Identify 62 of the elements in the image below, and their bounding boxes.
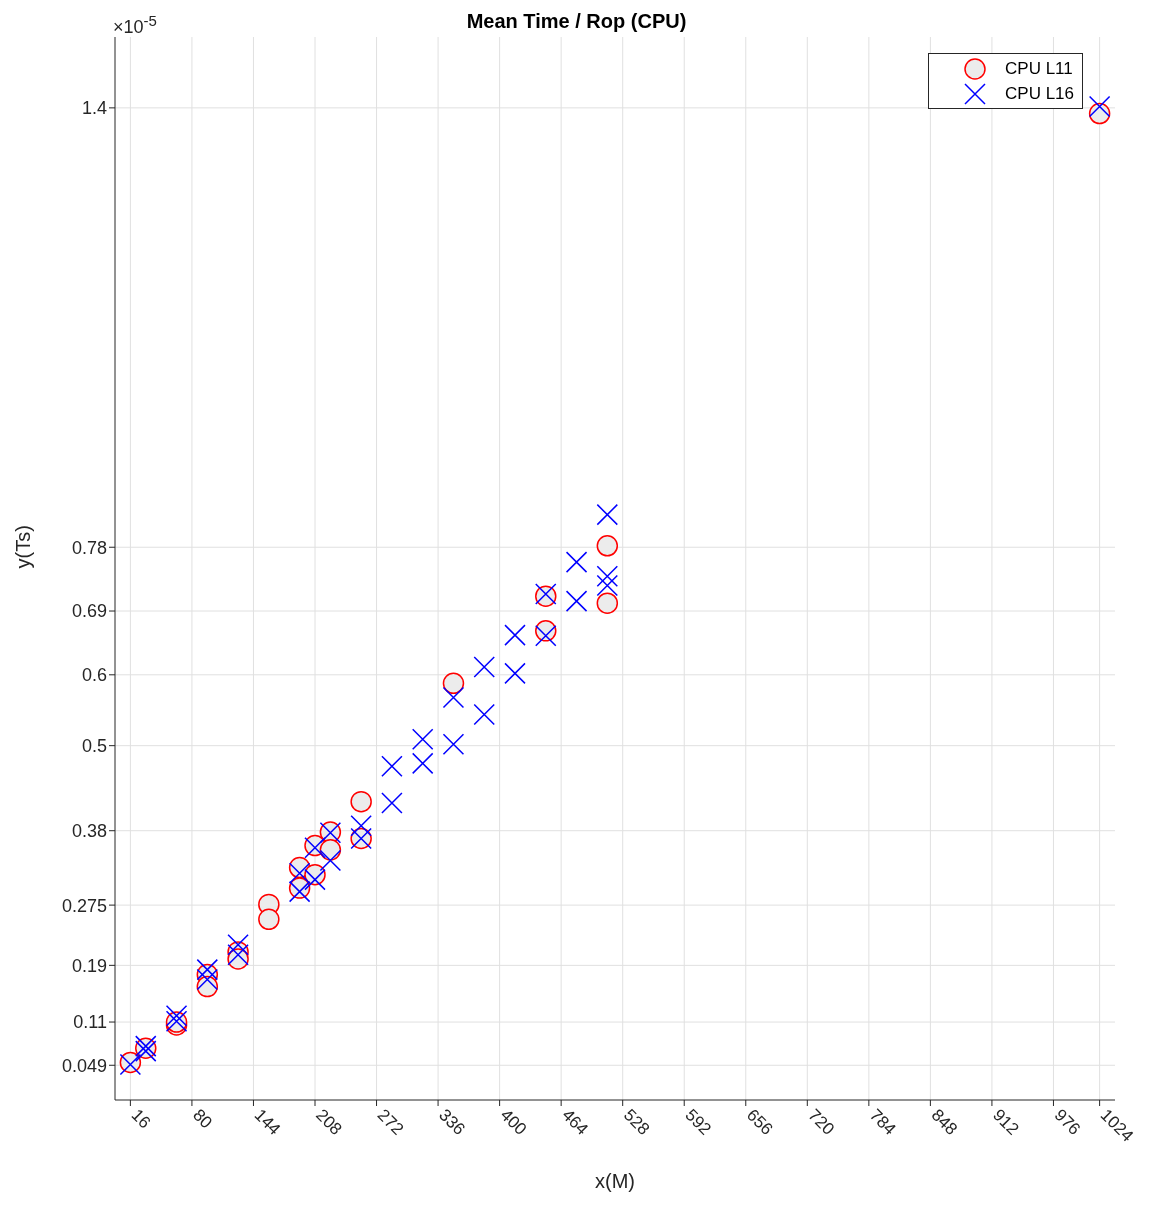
- x-tick-label: 208: [312, 1105, 346, 1139]
- x-tick-label: 16: [127, 1105, 155, 1133]
- point: [196, 958, 219, 981]
- y-tick-label: 0.275: [61, 895, 107, 916]
- x-tick-label: 528: [619, 1105, 654, 1139]
- point: [504, 662, 526, 685]
- point: [565, 551, 588, 573]
- x-tick-label: 464: [558, 1105, 592, 1139]
- x-tick-label: 912: [989, 1105, 1023, 1139]
- point: [596, 503, 619, 526]
- point: [350, 815, 372, 837]
- point: [165, 1004, 188, 1027]
- point: [596, 574, 619, 597]
- text: ×10$^{-5}$: [113, 12, 157, 38]
- point: [535, 625, 557, 647]
- chart-title: Mean Time / Rop (CPU): [466, 10, 687, 32]
- y-tick-label: 0.69: [71, 601, 107, 622]
- x-tick-label: 400: [496, 1105, 531, 1139]
- y-tick-label: 0.049: [61, 1055, 107, 1076]
- point: [304, 868, 326, 891]
- y-tick-label: 1.4: [81, 98, 107, 119]
- y-tick-label: 0.19: [71, 955, 107, 976]
- legend-label: CPU L16: [1005, 83, 1074, 104]
- x-tick-label: 144: [250, 1105, 285, 1139]
- x-axis-title: x(M): [595, 1170, 635, 1192]
- point: [196, 968, 219, 991]
- point: [442, 733, 465, 755]
- point: [411, 752, 434, 775]
- x-tick-label: 976: [1050, 1105, 1085, 1139]
- point: [288, 862, 311, 884]
- x-tick-label: 80: [189, 1105, 216, 1133]
- point: [319, 849, 342, 872]
- y-axis-title: y(Ts): [12, 525, 35, 569]
- x-tick-label: 720: [804, 1105, 838, 1139]
- point: [381, 755, 403, 777]
- point: [411, 728, 434, 751]
- x-tick-label: 272: [373, 1105, 408, 1139]
- x-tick-label: 784: [866, 1105, 900, 1139]
- point: [442, 686, 465, 709]
- point: [473, 656, 495, 678]
- y-tick-label: 0.6: [81, 665, 107, 686]
- point: [504, 624, 526, 646]
- x-tick-label: 656: [742, 1105, 777, 1139]
- point: [227, 934, 249, 956]
- y-tick-label: 0.5: [81, 736, 107, 757]
- point: [258, 908, 280, 931]
- y-tick-label: 0.78: [71, 537, 107, 558]
- point: [1088, 95, 1111, 118]
- point: [350, 790, 372, 813]
- point: [596, 592, 619, 614]
- y-tick-label: 0.38: [71, 821, 107, 842]
- point: [442, 672, 465, 695]
- point: [473, 703, 495, 726]
- x-tick-label: 848: [927, 1105, 962, 1139]
- legend-label: CPU L11: [1005, 58, 1073, 79]
- x-tick-label: 336: [435, 1105, 469, 1139]
- x-tick-label: 592: [681, 1105, 715, 1139]
- y-tick-label: 0.11: [73, 1012, 107, 1033]
- point: [565, 590, 588, 612]
- point: [381, 792, 403, 814]
- point: [596, 535, 619, 557]
- point: [596, 565, 619, 588]
